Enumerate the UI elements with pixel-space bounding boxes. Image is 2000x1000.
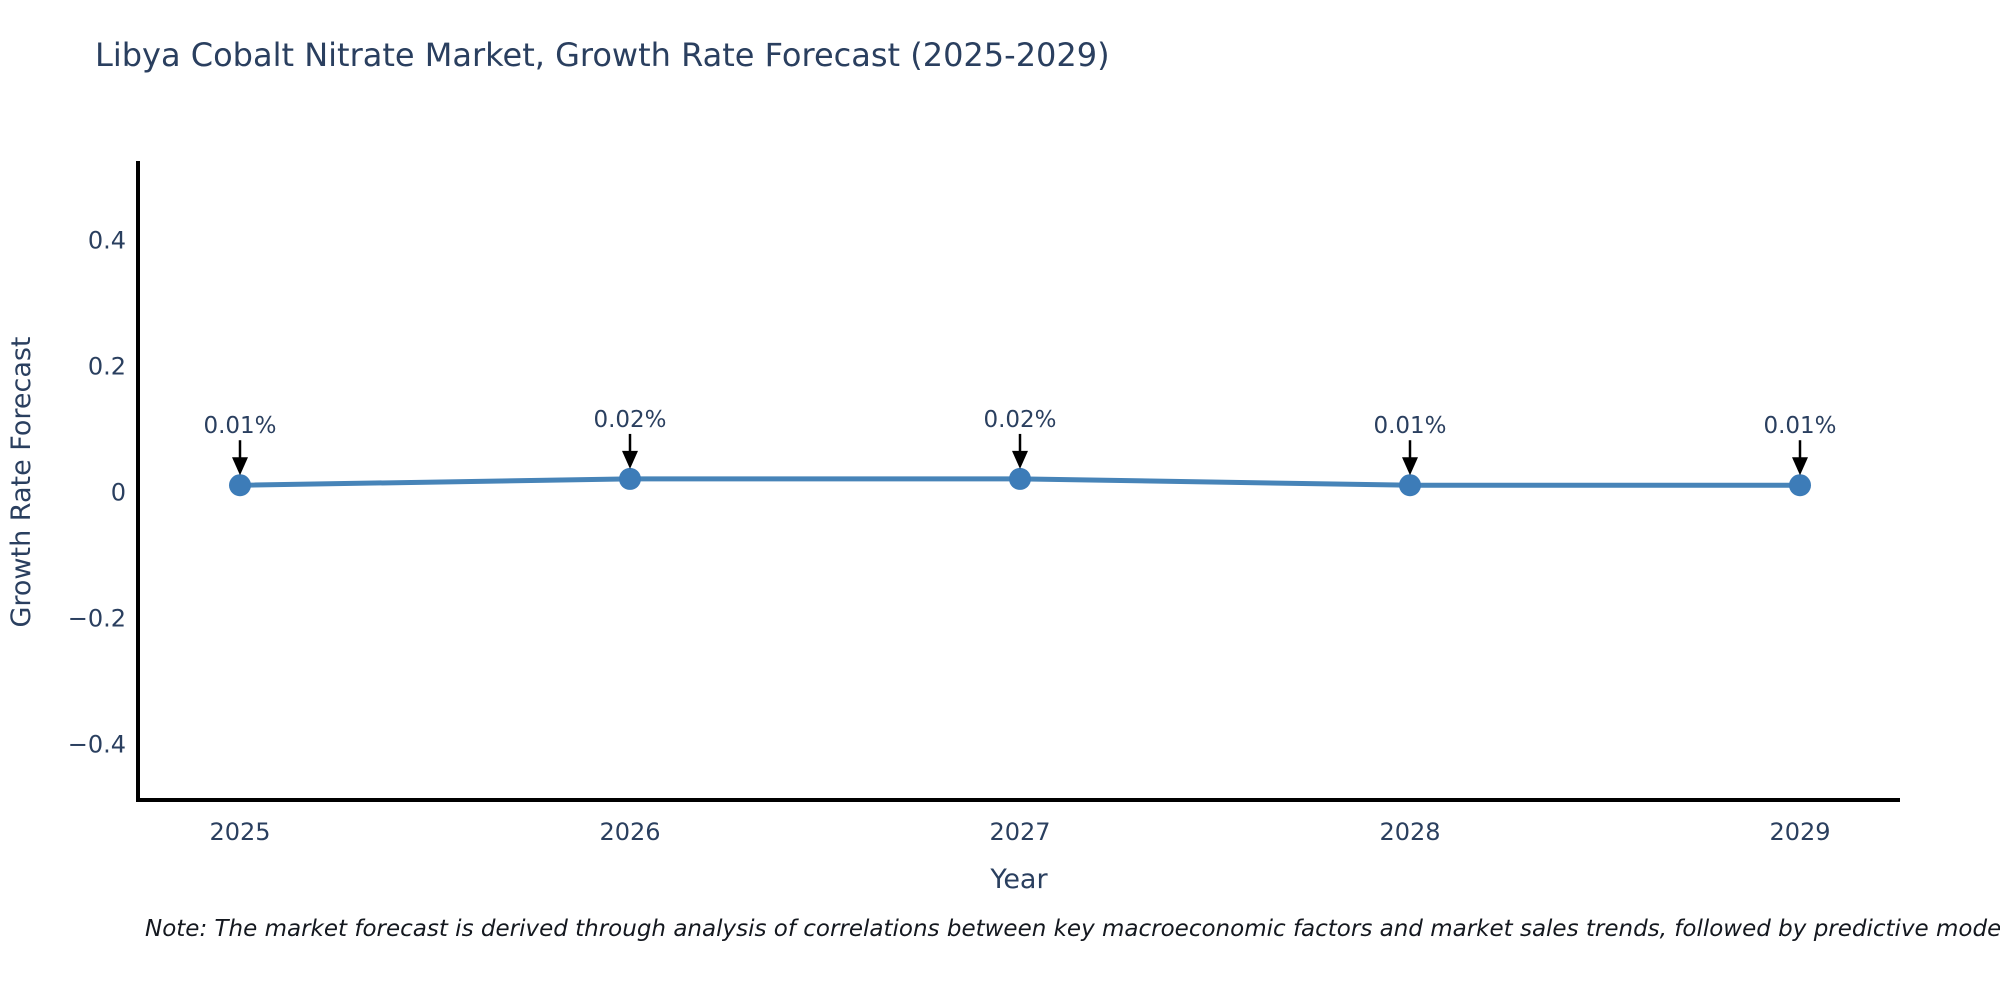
data-point-2029 bbox=[1789, 474, 1811, 497]
annotation-arrowhead bbox=[1792, 457, 1808, 476]
data-point-2027 bbox=[1009, 467, 1031, 490]
y-axis-title: Growth Rate Forecast bbox=[6, 336, 37, 627]
annotation-label: 0.02% bbox=[983, 407, 1056, 433]
annotation-label: 0.01% bbox=[1373, 413, 1446, 439]
data-point-2028 bbox=[1399, 474, 1421, 497]
data-point-2025 bbox=[229, 474, 251, 497]
annotation-arrowhead bbox=[1402, 457, 1418, 476]
annotation-arrowhead bbox=[622, 450, 638, 469]
y-tick-label: −0.2 bbox=[68, 604, 126, 632]
x-tick-label: 2025 bbox=[209, 818, 270, 846]
x-tick-label: 2029 bbox=[1769, 818, 1830, 846]
chart-title: Libya Cobalt Nitrate Market, Growth Rate… bbox=[95, 36, 1110, 74]
footnote: Note: The market forecast is derived thr… bbox=[145, 916, 2000, 942]
x-tick-label: 2028 bbox=[1379, 818, 1440, 846]
annotation-label: 0.02% bbox=[593, 407, 666, 433]
x-axis-title: Year bbox=[989, 864, 1048, 895]
x-tick-label: 2026 bbox=[599, 818, 660, 846]
annotation-arrowhead bbox=[1012, 450, 1028, 469]
annotation-label: 0.01% bbox=[1763, 413, 1836, 439]
y-tick-label: −0.4 bbox=[68, 730, 126, 758]
data-point-2026 bbox=[619, 467, 641, 490]
x-tick-label: 2027 bbox=[989, 818, 1050, 846]
y-tick-label: 0.4 bbox=[88, 227, 126, 255]
y-tick-label: 0 bbox=[111, 479, 126, 507]
annotation-arrowhead bbox=[232, 457, 248, 476]
y-tick-label: 0.2 bbox=[88, 353, 126, 381]
annotation-label: 0.01% bbox=[203, 413, 276, 439]
